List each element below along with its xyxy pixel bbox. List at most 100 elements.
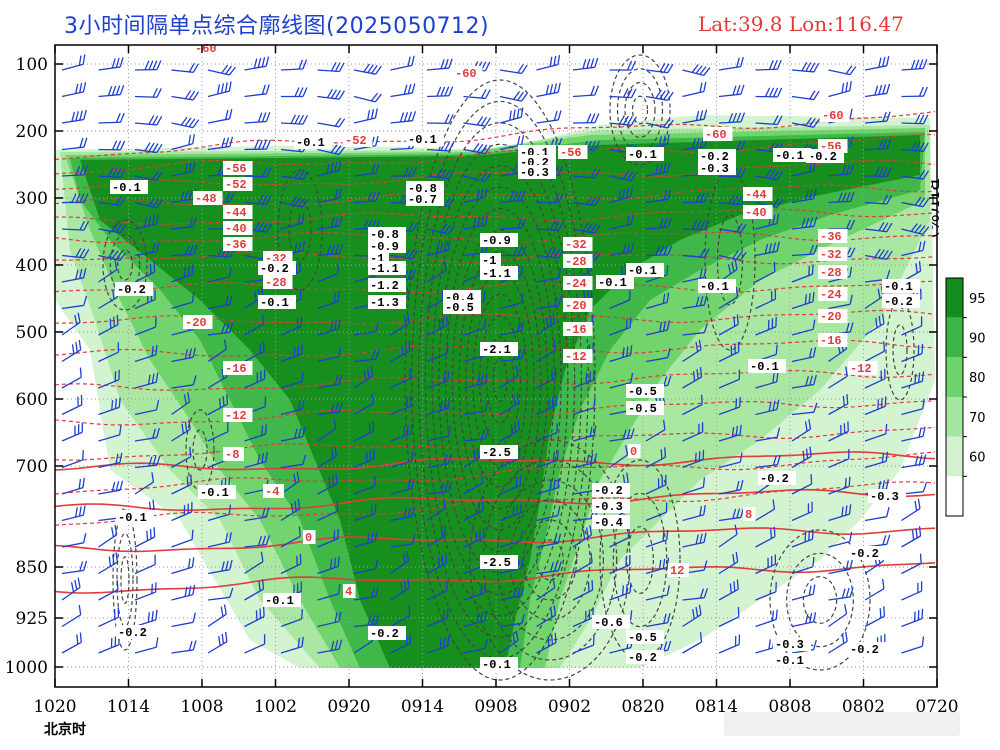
wind-barb — [134, 317, 157, 336]
contour-label: 0 — [305, 531, 312, 545]
wind-barb — [463, 116, 492, 127]
wind-barb — [463, 142, 492, 155]
wind-barb — [864, 606, 886, 628]
wind-barb — [207, 136, 234, 151]
contour-label-bg — [563, 349, 593, 363]
contour-label-bg — [223, 205, 253, 219]
contour-label: -40 — [745, 206, 767, 220]
wind-barb — [171, 474, 192, 495]
wind-barb — [244, 167, 272, 178]
wind-barb — [682, 220, 710, 231]
contour-labels: -60-60-52-56-60-60-56-56-52-48-44-40-36-… — [110, 41, 920, 672]
wind-barb — [499, 135, 525, 151]
wind-barb — [426, 168, 455, 180]
wind-barb — [463, 373, 488, 389]
wind-barb — [207, 339, 227, 363]
wind-barb — [536, 505, 561, 522]
wind-barb — [244, 111, 271, 124]
wind-barb — [609, 60, 637, 71]
contour-label-bg — [223, 447, 244, 461]
contour-label-bg — [773, 637, 811, 651]
contour-label-bg — [626, 384, 664, 398]
wind-barb — [499, 613, 526, 628]
wind-barb — [61, 339, 82, 363]
contour-label: -0.2 — [118, 626, 147, 640]
wind-barb — [426, 453, 452, 469]
omega-core-contour — [445, 207, 555, 553]
contour-label-bg — [258, 295, 296, 309]
wind-barb — [755, 399, 780, 416]
wind-barb — [718, 84, 745, 98]
contour-label: -40 — [225, 222, 247, 236]
contour-label-bg — [773, 148, 811, 162]
wind-barb — [682, 604, 702, 628]
wind-barb — [901, 114, 929, 125]
wind-barb — [500, 246, 527, 257]
wind-barb — [317, 160, 342, 177]
wind-barb — [244, 551, 264, 575]
wind-barb — [718, 579, 739, 601]
wind-barb — [645, 557, 670, 575]
wind-barb — [353, 586, 379, 601]
wind-barb — [718, 112, 746, 124]
wind-barb — [98, 397, 121, 416]
contour-label: -0.2 — [760, 472, 789, 486]
temp-contour — [55, 527, 936, 553]
wind-barb — [572, 370, 595, 389]
wind-barb — [828, 504, 852, 522]
wind-barb — [61, 533, 87, 548]
wind-barb — [426, 580, 448, 601]
wind-barb — [134, 372, 159, 389]
contour-label: 4 — [345, 585, 352, 599]
wind-barb — [901, 608, 924, 628]
contour-label-bg — [743, 187, 773, 201]
wind-barb — [572, 525, 593, 548]
wind-barb — [901, 58, 928, 71]
contour-label: -0.1 — [750, 360, 779, 374]
wind-barb — [98, 140, 126, 151]
wind-barb — [317, 188, 342, 204]
wind-barb — [134, 115, 163, 126]
contour-label-bg — [818, 265, 848, 279]
wind-barb — [280, 196, 309, 208]
wind-barb — [536, 450, 559, 469]
wind-barb — [171, 640, 197, 654]
wind-barb — [98, 314, 119, 336]
wind-barb — [171, 557, 195, 575]
wind-barb — [791, 319, 816, 336]
wind-barb — [207, 81, 232, 98]
wind-barb — [390, 478, 415, 495]
wind-barb — [463, 500, 484, 522]
wind-barb — [536, 533, 562, 548]
wind-barb — [755, 499, 776, 522]
x-tick-label: 0908 — [474, 697, 517, 717]
wind-barb — [499, 107, 524, 124]
wind-barb — [718, 551, 739, 575]
x-tick-label: 0820 — [621, 697, 664, 717]
wind-barb — [645, 292, 670, 310]
wind-barb — [98, 607, 120, 628]
omega-right-low-contour — [786, 552, 854, 648]
wind-barb — [682, 632, 703, 654]
contour-label-bg — [368, 278, 406, 292]
contour-label-bg — [818, 229, 848, 243]
wind-barb — [280, 316, 303, 336]
wind-barb — [791, 264, 814, 283]
wind-barb — [98, 524, 118, 548]
wind-barb — [390, 633, 411, 654]
wind-barb — [791, 61, 820, 73]
omega-core-contour — [485, 336, 515, 424]
contour-label-bg — [223, 237, 253, 251]
wind-barb — [317, 346, 342, 363]
contour-label: -56 — [225, 162, 247, 176]
colorbar-segment — [946, 397, 963, 437]
omega-core-contour — [424, 143, 576, 617]
contour-label-bg — [115, 282, 153, 296]
temp-contour — [55, 451, 936, 471]
wind-barb — [755, 427, 781, 442]
wind-barb — [207, 631, 228, 654]
wind-barb — [718, 223, 747, 234]
omega-core-contour — [417, 122, 583, 638]
contour-label-bg — [480, 253, 501, 267]
wind-barb — [791, 402, 818, 416]
